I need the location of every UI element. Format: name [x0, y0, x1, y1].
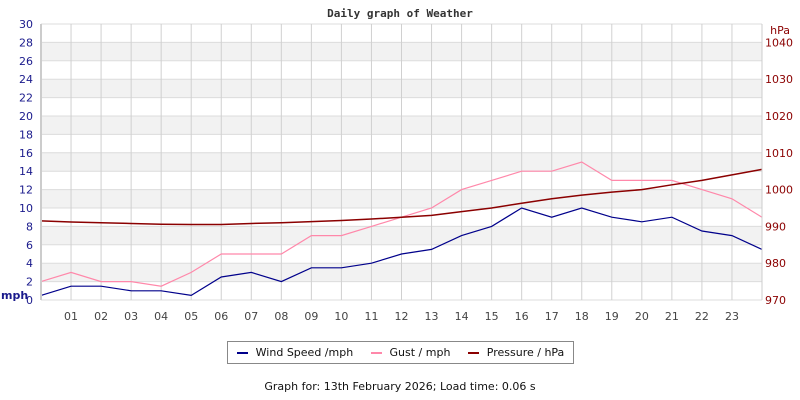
chart-title: Daily graph of Weather: [327, 7, 473, 20]
x-tick-label: 01: [64, 310, 78, 323]
chart-svg: Daily graph of Weather 02468101214161820…: [1, 7, 793, 323]
x-tick-label: 05: [184, 310, 198, 323]
left-tick-label: 0: [26, 294, 33, 307]
footer-status: Graph for: 13th February 2026; Load time…: [264, 380, 536, 393]
legend-item: Pressure / hPa: [467, 346, 565, 359]
left-tick-label: 26: [19, 55, 33, 68]
left-tick-label: 24: [19, 73, 33, 86]
legend-swatch: [370, 351, 382, 354]
left-axis-label: mph: [1, 289, 28, 302]
x-tick-label: 06: [214, 310, 228, 323]
legend: Wind Speed /mph Gust / mph Pressure / hPa: [227, 341, 574, 364]
x-tick-label: 13: [425, 310, 439, 323]
left-tick-label: 16: [19, 147, 33, 160]
series-line-0: [40, 207, 763, 297]
x-tick-label: 12: [395, 310, 409, 323]
x-tick-label: 04: [154, 310, 168, 323]
series-line-2: [40, 168, 763, 226]
left-tick-label: 10: [19, 202, 33, 215]
right-tick-label: 1020: [765, 110, 793, 123]
right-axis-label: hPa: [770, 24, 790, 37]
x-tick-label: 17: [545, 310, 559, 323]
left-tick-label: 22: [19, 92, 33, 105]
legend-item: Gust / mph: [370, 346, 451, 359]
x-tick-label: 21: [665, 310, 679, 323]
left-tick-label: 14: [19, 165, 33, 178]
x-tick-label: 11: [364, 310, 378, 323]
legend-label: Gust / mph: [389, 346, 451, 359]
x-tick-label: 20: [635, 310, 649, 323]
x-tick-label: 19: [605, 310, 619, 323]
right-tick-label: 1010: [765, 147, 793, 160]
x-tick-label: 14: [455, 310, 469, 323]
x-tick-label: 07: [244, 310, 258, 323]
x-tick-label: 10: [334, 310, 348, 323]
legend-item: Wind Speed /mph: [236, 346, 354, 359]
x-tick-label: 23: [725, 310, 739, 323]
left-tick-label: 4: [26, 257, 33, 270]
legend-label: Wind Speed /mph: [255, 346, 354, 359]
x-tick-label: 02: [94, 310, 108, 323]
left-tick-label: 2: [26, 276, 33, 289]
right-tick-label: 1040: [765, 36, 793, 49]
left-tick-label: 20: [19, 110, 33, 123]
x-tick-label: 15: [485, 310, 499, 323]
legend-label: Pressure / hPa: [486, 346, 565, 359]
left-tick-label: 12: [19, 184, 33, 197]
x-tick-label: 08: [274, 310, 288, 323]
x-tick-label: 09: [304, 310, 318, 323]
right-tick-label: 980: [765, 257, 786, 270]
right-tick-label: 1000: [765, 184, 793, 197]
left-tick-label: 6: [26, 239, 33, 252]
x-tick-label: 18: [575, 310, 589, 323]
x-tick-label: 16: [515, 310, 529, 323]
right-tick-label: 1030: [765, 73, 793, 86]
x-tick-label: 22: [695, 310, 709, 323]
right-tick-label: 990: [765, 220, 786, 233]
right-tick-label: 970: [765, 294, 786, 307]
legend-swatch: [236, 351, 248, 354]
left-tick-label: 18: [19, 128, 33, 141]
legend-swatch: [467, 351, 479, 354]
x-tick-label: 03: [124, 310, 138, 323]
left-tick-label: 28: [19, 36, 33, 49]
left-tick-label: 30: [19, 18, 33, 31]
left-tick-label: 8: [26, 220, 33, 233]
